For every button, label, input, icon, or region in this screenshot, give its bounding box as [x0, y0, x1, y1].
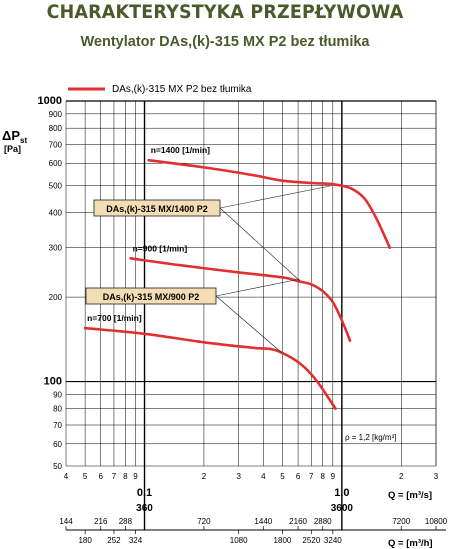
x-major-tick-label: 1.0 — [334, 487, 349, 499]
m3h-tick-label: 252 — [107, 536, 121, 545]
series-speed-label: n=1400 [1/min] — [151, 145, 210, 155]
m3h-tick-label: 1440 — [254, 517, 272, 526]
x-tick-label: 8 — [321, 472, 326, 481]
series-line — [129, 257, 352, 342]
series-speed-label: n=900 [1/min] — [133, 243, 188, 253]
m3h-tick-label: 10800 — [425, 517, 448, 526]
y-tick-label: 70 — [53, 421, 62, 430]
annotation-1400: DAs,(k)-315 MX/1400 P2 — [93, 185, 331, 282]
m3h-tick-label: 3240 — [324, 536, 342, 545]
x-tick-label: 7 — [112, 472, 117, 481]
legend-label: DAs,(k)-315 MX P2 bez tłumika — [112, 84, 252, 95]
m3h-tick-label: 216 — [94, 517, 108, 526]
y-tick-label: 800 — [49, 124, 63, 133]
y-tick-label: 200 — [49, 293, 63, 302]
m3h-tick-label: 2880 — [314, 517, 332, 526]
y-axis-unit: [Pa] — [4, 144, 21, 154]
m3h-tick-label: 1080 — [230, 536, 248, 545]
x-tick-label: 9 — [133, 472, 138, 481]
m3h-tick-label: 7200 — [392, 517, 410, 526]
y-tick-label: 600 — [49, 159, 63, 168]
series-line — [83, 326, 337, 410]
annotation-1400-text: DAs,(k)-315 MX/1400 P2 — [106, 204, 208, 214]
y-tick-label: 700 — [49, 140, 63, 149]
y-tick-label: 300 — [49, 244, 63, 253]
x-major-m3h-label: 3600 — [331, 503, 354, 514]
y-tick-label: 60 — [53, 440, 62, 449]
x-tick-label: 6 — [99, 472, 104, 481]
x-tick-label: 2 — [399, 472, 404, 481]
y-tick-label: 400 — [49, 209, 63, 218]
x-major-tick-label: 0.1 — [137, 487, 152, 499]
y-tick-label: 50 — [53, 462, 62, 471]
annotation-900-text: DAs,(k)-315 MX/900 P2 — [103, 292, 200, 302]
x-tick-label: 7 — [309, 472, 314, 481]
x-tick-label: 9 — [331, 472, 336, 481]
x-tick-label: 5 — [83, 472, 88, 481]
series-speed-label: n=700 [1/min] — [87, 313, 142, 323]
m3h-tick-label: 288 — [119, 517, 133, 526]
x-tick-label: 4 — [64, 472, 69, 481]
m3h-tick-label: 324 — [129, 536, 143, 545]
series-line — [147, 158, 392, 249]
x-tick-label: 3 — [434, 472, 439, 481]
y-tick-label: 90 — [53, 390, 62, 399]
m3h-tick-label: 720 — [197, 517, 211, 526]
x-axis-unit-m3s: Q = [m³/s] — [388, 490, 432, 501]
density-note: ρ = 1,2 [kg/m³] — [345, 433, 396, 442]
x-tick-label: 4 — [261, 472, 266, 481]
x-major-m3h-label: 360 — [136, 503, 153, 514]
y-tick-label: 500 — [49, 181, 63, 190]
x-tick-label: 8 — [123, 472, 128, 481]
x-tick-label: 2 — [202, 472, 207, 481]
y-tick-label: 900 — [49, 110, 63, 119]
page-subtitle: Wentylator DAs,(k)-315 MX P2 bez tłumika — [80, 34, 370, 50]
x-tick-label: 3 — [236, 472, 241, 481]
x-tick-label: 5 — [280, 472, 285, 481]
y-axis-label: ΔPst — [2, 128, 27, 145]
page-title: CHARAKTERYSTYKA PRZEPŁYWOWA — [46, 1, 404, 23]
x-tick-label: 6 — [296, 472, 301, 481]
y-tick-label: 100 — [44, 376, 62, 388]
m3h-tick-label: 144 — [59, 517, 73, 526]
x-axis-unit-m3h: Q = [m³/h] — [388, 538, 433, 549]
m3h-tick-label: 1800 — [274, 536, 292, 545]
y-tick-label: 1000 — [38, 95, 62, 107]
y-tick-label: 80 — [53, 405, 62, 414]
m3h-tick-label: 180 — [78, 536, 92, 545]
m3h-tick-label: 2160 — [289, 517, 307, 526]
annotation-900: DAs,(k)-315 MX/900 P2 — [85, 278, 301, 354]
m3h-tick-label: 2520 — [302, 536, 320, 545]
